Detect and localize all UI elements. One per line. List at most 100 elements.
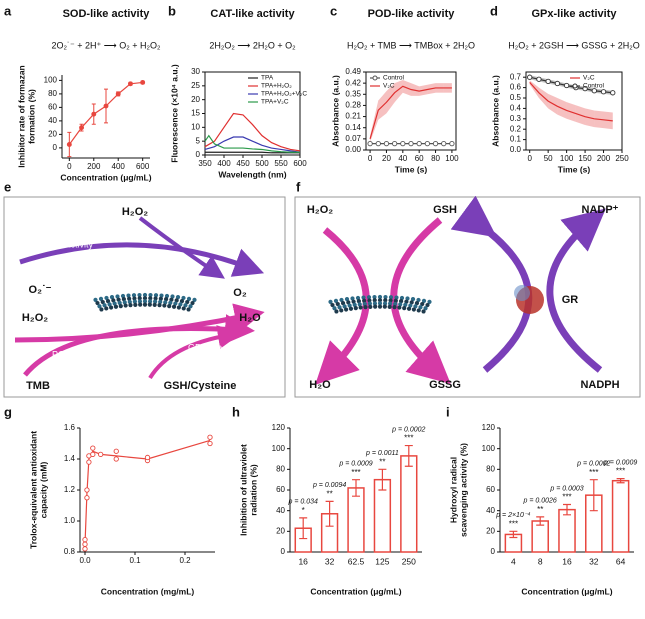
marker: [82, 546, 88, 552]
nanosheet-atom: [148, 296, 153, 301]
y-axis-label: radiation (%): [248, 464, 258, 516]
plot-frame: [365, 71, 457, 151]
nanosheet-atom: [128, 303, 133, 308]
error-band: [529, 80, 539, 98]
y-tick-label: 20: [48, 129, 57, 138]
nanosheet-atom: [340, 301, 346, 306]
nanosheet-atom: [367, 298, 372, 303]
nanosheet-atom: [163, 300, 168, 305]
nanosheet-atom: [355, 295, 361, 301]
nanosheet-atom: [97, 304, 102, 309]
diagram-label: TPx-like activity: [189, 354, 252, 364]
error-bar: [563, 503, 571, 516]
nanosheet-atom: [116, 297, 121, 302]
series-line: [204, 136, 301, 153]
diagram-label: GR: [562, 294, 579, 306]
y-tick-label: 1.0: [64, 516, 76, 525]
nanosheet-atom: [388, 295, 394, 300]
nanosheet-atom: [153, 299, 158, 304]
x-axis-label: Time (s): [558, 164, 591, 174]
error-bar: [378, 468, 387, 491]
nanosheet-atom: [131, 293, 137, 298]
y-tick-label: 0: [491, 547, 496, 556]
nanosheet-atom: [410, 297, 416, 302]
x-tick-label: 0: [67, 162, 72, 171]
nanosheet-atom: [362, 301, 367, 307]
y-tick-label: 1.4: [64, 454, 76, 463]
marker: [86, 459, 92, 465]
arrow: [148, 325, 242, 380]
nanosheet-atom: [339, 308, 344, 313]
y-axis-label: capacity (mM): [38, 461, 48, 518]
x-tick-label: 0: [368, 154, 373, 163]
star-label: ***: [351, 468, 360, 477]
y-tick-label: 40: [48, 116, 57, 125]
diagram-label: H₂O: [239, 312, 261, 324]
x-tick-label: 0.1: [129, 556, 141, 565]
x-tick-label: 8: [538, 556, 543, 566]
marker: [416, 140, 422, 147]
y-axis-label: Hydroxyl radical: [448, 457, 458, 523]
y-tick-label: 0.1: [510, 135, 522, 144]
nanosheet-atom: [402, 306, 407, 311]
nanosheet-atom: [98, 296, 104, 301]
error-band: [538, 87, 549, 109]
legend-marker: [572, 83, 578, 89]
marker: [424, 140, 431, 147]
panel-letter: d: [490, 3, 498, 18]
y-tick-label: 0.4: [510, 104, 522, 113]
nanosheet-atom: [368, 304, 373, 309]
nanosheet-atom: [393, 298, 398, 303]
y-tick-label: 40: [486, 506, 495, 515]
x-tick-label: 125: [375, 556, 389, 566]
y-tick-label: 0.28: [345, 101, 361, 110]
marker: [90, 451, 96, 457]
nanosheet-atom: [132, 296, 137, 301]
nanosheet-atom: [347, 303, 352, 308]
nanosheet-atom: [423, 306, 428, 311]
legend-marker: [372, 75, 378, 81]
star-label: ***: [616, 467, 625, 476]
x-axis-label: Concentration (μg/mL): [60, 172, 151, 182]
marker: [563, 82, 570, 89]
nanosheet-atom: [356, 299, 361, 304]
nanosheet-atom: [421, 298, 427, 303]
series-line: [369, 85, 452, 140]
x-tick-label: 4: [511, 556, 516, 566]
gr-protein: [514, 285, 530, 301]
x-tick-label: 32: [589, 556, 599, 566]
y-tick-label: 0.5: [510, 93, 522, 102]
nanosheet-atom: [392, 305, 397, 310]
y-tick-label: 0.2: [510, 124, 522, 133]
y-axis-label: formation (%): [26, 89, 36, 144]
star-label: ***: [404, 434, 413, 443]
y-tick-label: 60: [486, 485, 495, 494]
nanosheet-atom: [337, 305, 342, 310]
nanosheet-atom: [186, 296, 192, 301]
y-tick-label: 100: [44, 76, 58, 85]
nanosheet-atom: [398, 302, 403, 307]
x-tick-label: 16: [562, 556, 572, 566]
arrow: [315, 227, 370, 385]
nanosheet-atom: [404, 299, 409, 304]
y-tick-label: 0: [281, 547, 286, 556]
chart-i: i 0 20 40 60 80 100 120 Hydroxyl radical scavengi…: [446, 404, 637, 596]
panel-letter: a: [4, 3, 12, 18]
panel-frame: [3, 196, 286, 398]
nanosheet-atom: [342, 304, 347, 309]
nanosheet-atom: [330, 302, 335, 308]
marker: [115, 91, 121, 97]
series-line: [204, 112, 301, 152]
nanosheet-atom: [167, 304, 172, 309]
nanosheet-atom: [147, 302, 152, 307]
marker: [545, 78, 551, 85]
y-axis-label: Inhibitor rate of formazan: [16, 65, 26, 167]
nanosheet-atom: [388, 298, 393, 303]
x-tick-label: 100: [560, 154, 574, 163]
nanosheet-atom: [383, 298, 388, 303]
y-axis-label: scavenging activity (%): [458, 443, 468, 537]
panel-letter: c: [330, 3, 337, 18]
diagram-label: NADP⁺: [582, 204, 619, 216]
x-tick-label: 0.0: [79, 556, 91, 565]
marker: [90, 445, 96, 451]
